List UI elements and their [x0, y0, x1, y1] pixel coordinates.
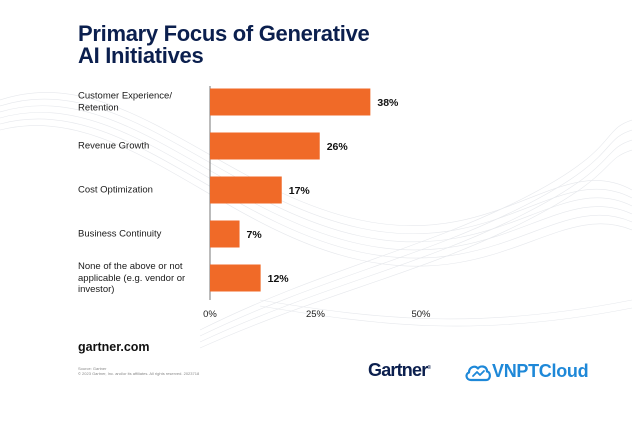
x-tick-label-2: 25% — [306, 309, 326, 320]
bar-1 — [210, 88, 371, 116]
chart-title-line-2: AI Initiatives — [78, 43, 204, 68]
bar-5 — [210, 264, 261, 292]
bar-value-label-1: 38% — [377, 97, 399, 109]
bar-value-label-4: 7% — [247, 229, 263, 241]
bar-3 — [210, 176, 282, 204]
cloud-icon — [465, 365, 491, 382]
source-line-1: Source: Gartner — [78, 366, 107, 371]
vnpt-cloud-logo: VNPTCloud — [464, 360, 594, 386]
bar-2 — [210, 132, 320, 160]
source-line-2: © 2023 Gartner, Inc. and/or its affiliat… — [78, 371, 200, 376]
x-tick-label-1: 0% — [203, 309, 217, 320]
category-label-4: Business Continuity — [78, 228, 204, 240]
category-label-line: Retention — [78, 102, 119, 113]
category-label-line: investor) — [78, 283, 115, 295]
category-label-line: applicable (e.g. vendor or — [78, 272, 186, 284]
bar-value-label-5: 12% — [268, 273, 290, 285]
category-label-line: None of the above or not — [78, 260, 183, 272]
bar-4 — [210, 220, 240, 248]
bar-value-label-3: 17% — [289, 185, 311, 197]
category-label-line: Customer Experience/ — [78, 90, 172, 102]
gartner-reg-mark: ® — [427, 365, 432, 371]
category-label-5: None of the above or not applicable (e.g.… — [78, 261, 204, 296]
chart-title: Primary Focus of Generative AI Initiativ… — [78, 23, 378, 67]
category-label-line: Revenue Growth — [78, 140, 150, 152]
category-label-3: Cost Optimization — [78, 184, 204, 196]
category-label-line: Cost Optimization — [78, 184, 153, 196]
source-note: Source: Gartner © 2023 Gartner, Inc. and… — [78, 366, 258, 376]
x-tick-label-3: 50% — [411, 309, 431, 320]
bar-value-label-2: 26% — [327, 141, 349, 153]
gartner-logo-text: Gartner — [368, 360, 428, 380]
category-label-1: Customer Experience/Retention — [78, 91, 204, 114]
chart-title-line-1: Primary Focus of Generative — [78, 21, 370, 46]
category-label-2: Revenue Growth — [78, 140, 204, 152]
vnpt-logo-text: VNPTCloud — [492, 361, 589, 381]
category-label-line: Business Continuity — [78, 228, 162, 240]
gartner-logo: Gartner® — [368, 360, 431, 381]
site-link[interactable]: gartner.com — [78, 340, 150, 354]
